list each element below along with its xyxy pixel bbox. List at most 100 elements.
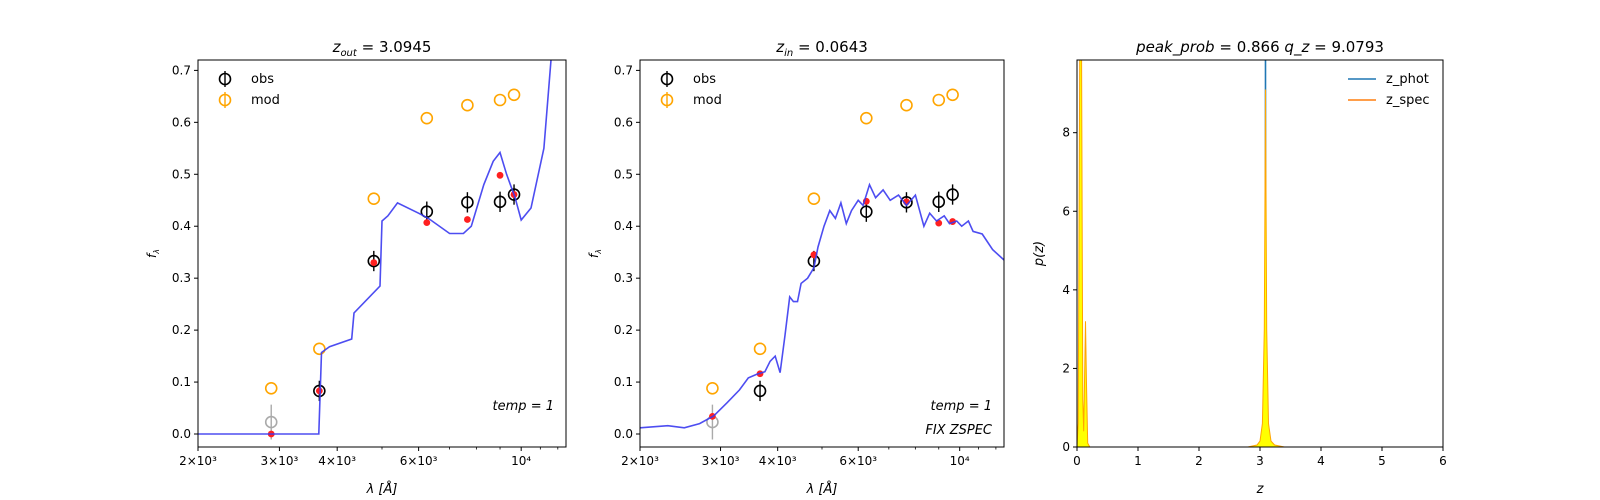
y-axis-label: p(z) <box>1032 241 1047 267</box>
y-tick-label: 0.3 <box>172 271 191 285</box>
mod-marker <box>507 88 521 102</box>
template-spectrum-line <box>198 60 552 435</box>
x-tick-label: 10⁴ <box>511 454 531 468</box>
mod-marker <box>461 98 474 112</box>
y-tick-label: 0.1 <box>172 375 191 389</box>
x-tick-label: 6×10³ <box>839 454 877 468</box>
panel-sed-out: 2×10³ 3×10³ 4×10³ 6×10³ 10⁴ 0.0 0.1 0.2 0.3 0.4 0.… <box>145 38 567 497</box>
obs-circle <box>367 254 381 268</box>
mod-marker <box>807 192 821 205</box>
legend-marker <box>218 93 232 107</box>
x-axis-label: λ [Å] <box>806 481 838 497</box>
x-tick-label: 3 <box>1256 454 1264 468</box>
legend: obs mod <box>660 71 722 108</box>
x-tick-label: 6 <box>1439 454 1447 468</box>
mod-marker <box>493 93 507 107</box>
obs-marker <box>753 380 767 402</box>
obs-marker <box>932 191 946 212</box>
obs-circle <box>493 195 507 209</box>
plot-area <box>198 60 552 440</box>
y-axis-label: fλ <box>587 249 603 258</box>
y-tick-label: 8 <box>1062 126 1070 140</box>
x-tick-label: 6×10³ <box>400 454 438 468</box>
mod-marker <box>420 111 434 125</box>
panel-title: zin = 0.0643 <box>775 38 868 59</box>
panel-pz: 0 1 2 3 4 5 6 0 2 4 6 8 z p(z) peak_prob = 0.866 q_z =… <box>1032 38 1447 497</box>
y-tick-label: 0.7 <box>614 63 633 77</box>
y-tick-label: 0.6 <box>614 115 633 129</box>
panel-title: zout = 3.0945 <box>332 38 432 59</box>
mod-marker <box>932 93 946 107</box>
x-tick-label: 5 <box>1378 454 1386 468</box>
mod-marker <box>706 382 719 395</box>
x-tick-label: 2 <box>1195 454 1203 468</box>
panel-annotation: temp = 1 <box>493 399 554 414</box>
y-tick-label: 0.0 <box>172 427 191 441</box>
obs-marker <box>493 191 507 212</box>
x-tick-label: 4 <box>1317 454 1325 468</box>
obs-marker <box>860 201 873 222</box>
y-tick-label: 0.7 <box>172 63 191 77</box>
synthetic-flux-dot <box>463 216 471 223</box>
obs-marker <box>461 192 474 213</box>
mod-marker <box>753 342 767 356</box>
pz_peak-area <box>1077 89 1382 447</box>
obs-circle <box>264 415 278 429</box>
mod-marker <box>900 98 913 112</box>
y-tick-label: 0.3 <box>614 271 633 285</box>
legend-label: obs <box>693 72 716 87</box>
y-tick-label: 0.6 <box>172 115 191 129</box>
obs-marker <box>420 201 434 222</box>
obs-circle <box>900 196 913 209</box>
x-tick-label: 4×10³ <box>318 454 356 468</box>
mod-marker <box>264 382 278 395</box>
y-tick-label: 0.4 <box>172 219 191 233</box>
obs-circle <box>932 195 946 209</box>
x-tick-label: 4×10³ <box>759 454 797 468</box>
legend-label: z_phot <box>1386 72 1429 87</box>
x-tick-label: 3×10³ <box>702 454 740 468</box>
obs-circle <box>507 188 521 201</box>
mod-marker <box>860 111 873 125</box>
synthetic-flux-dot <box>370 259 378 266</box>
mod-marker <box>367 192 381 205</box>
pz_low-area <box>1077 60 1091 447</box>
x-tick-label: 2×10³ <box>179 454 217 468</box>
legend-marker <box>660 93 674 107</box>
obs-circle <box>860 205 873 218</box>
y-tick-label: 6 <box>1062 204 1070 218</box>
x-axis-label: z <box>1256 482 1265 497</box>
y-tick-label: 0.2 <box>172 323 191 337</box>
axes-frame <box>639 59 1005 448</box>
y-tick-label: 0.2 <box>614 323 633 337</box>
obs-circle <box>753 384 767 398</box>
panel-title: peak_prob = 0.866 q_z = 9.0793 <box>1135 38 1384 57</box>
plot-area <box>1077 60 1382 447</box>
x-tick-label: 3×10³ <box>261 454 299 468</box>
plot-area <box>640 88 1004 440</box>
x-tick-label: 2×10³ <box>621 454 659 468</box>
legend-label: mod <box>693 93 722 108</box>
legend: z_phot z_spec <box>1348 72 1430 108</box>
panel-annotation: temp = 1 <box>931 399 992 414</box>
legend-marker <box>660 72 674 86</box>
legend-label: z_spec <box>1386 93 1430 108</box>
mod-marker <box>313 342 326 356</box>
y-tick-label: 0.1 <box>614 375 633 389</box>
obs-faint-marker <box>706 404 719 440</box>
synthetic-flux-dot <box>423 219 431 226</box>
template-spectrum-line <box>640 182 1004 429</box>
legend-marker <box>218 72 232 86</box>
y-tick-label: 0.4 <box>614 219 633 233</box>
legend: obs mod <box>218 71 280 108</box>
y-axis-label: fλ <box>145 249 161 258</box>
y-tick-label: 0 <box>1062 440 1070 454</box>
synthetic-flux-dot <box>496 171 504 179</box>
legend-label: obs <box>251 72 274 87</box>
x-tick-label: 1 <box>1134 454 1142 468</box>
y-tick-label: 2 <box>1062 361 1070 375</box>
y-tick-label: 0.5 <box>172 167 191 181</box>
x-axis-label: λ [Å] <box>366 481 398 497</box>
x-tick-label: 10⁴ <box>950 454 970 468</box>
